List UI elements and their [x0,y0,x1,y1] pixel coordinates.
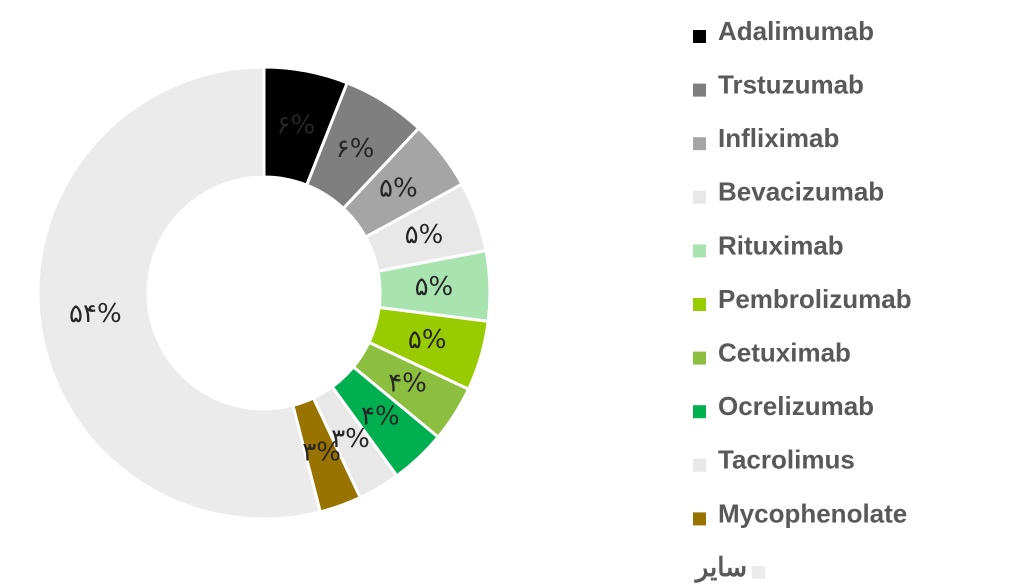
legend-label: Infliximab [718,123,839,153]
value-label: ۶% [277,111,316,141]
legend-marker [752,566,765,579]
value-label: ۵۴% [69,299,122,329]
value-label: ۴% [361,401,400,431]
value-label: ۵% [379,173,418,203]
legend-marker [693,458,706,472]
legend-label: Bevacizumab [718,177,884,207]
value-label: ۵% [415,272,454,302]
legend-label: Mycophenolate [718,498,907,528]
value-label: ۳% [302,437,341,467]
legend-label: سایر [694,552,747,583]
legend-marker [693,405,706,419]
legend-marker [693,244,706,258]
legend-marker [693,512,706,526]
value-label: ۴% [388,369,427,399]
legend-marker [693,298,706,311]
donut-slice [36,65,323,521]
legend-label: Pembrolizumab [718,284,912,314]
value-label: ۵% [405,220,444,250]
legend-label: Adalimumab [718,16,874,46]
value-label: ۶% [336,134,375,164]
value-label: ۳% [331,424,370,454]
legend-marker [693,190,706,204]
value-label: ۵% [408,325,447,355]
legend-label: Trstuzumab [718,69,864,99]
legend-marker [693,351,706,365]
legend-label: Ocrelizumab [718,391,874,421]
legend-marker [693,137,706,151]
legend-marker [693,30,706,43]
legend-label: Cetuximab [718,337,851,367]
legend-marker [693,83,706,97]
legend-label: Rituximab [718,230,844,260]
legend-label: Tacrolimus [718,445,855,475]
